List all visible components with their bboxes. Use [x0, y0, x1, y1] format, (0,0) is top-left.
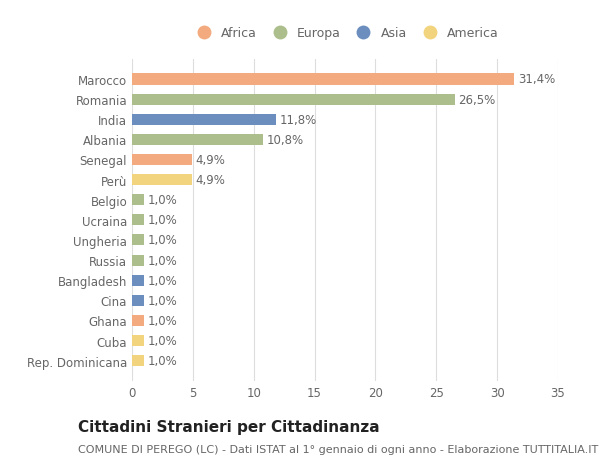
Text: 4,9%: 4,9% [195, 154, 225, 167]
Text: 1,0%: 1,0% [148, 314, 178, 327]
Bar [132, 335, 144, 346]
Text: 31,4%: 31,4% [518, 73, 555, 86]
Text: 1,0%: 1,0% [148, 194, 178, 207]
Text: 1,0%: 1,0% [148, 254, 178, 267]
Bar [132, 255, 144, 266]
Bar [132, 155, 191, 166]
Text: 26,5%: 26,5% [458, 93, 496, 106]
Text: 10,8%: 10,8% [267, 134, 304, 146]
Text: 1,0%: 1,0% [148, 214, 178, 227]
Bar [132, 95, 455, 106]
Text: 1,0%: 1,0% [148, 274, 178, 287]
Legend: Africa, Europa, Asia, America: Africa, Europa, Asia, America [191, 28, 499, 40]
Bar [132, 195, 144, 206]
Bar [132, 134, 263, 146]
Text: 1,0%: 1,0% [148, 294, 178, 307]
Bar [132, 295, 144, 306]
Text: 1,0%: 1,0% [148, 234, 178, 247]
Text: 1,0%: 1,0% [148, 354, 178, 367]
Bar [132, 215, 144, 226]
Bar [132, 275, 144, 286]
Bar [132, 315, 144, 326]
Bar [132, 114, 275, 125]
Bar [132, 235, 144, 246]
Text: COMUNE DI PEREGO (LC) - Dati ISTAT al 1° gennaio di ogni anno - Elaborazione TUT: COMUNE DI PEREGO (LC) - Dati ISTAT al 1°… [78, 444, 598, 454]
Text: 1,0%: 1,0% [148, 334, 178, 347]
Text: 4,9%: 4,9% [195, 174, 225, 187]
Text: 11,8%: 11,8% [279, 113, 317, 126]
Bar [132, 74, 514, 85]
Text: Cittadini Stranieri per Cittadinanza: Cittadini Stranieri per Cittadinanza [78, 419, 380, 434]
Bar [132, 174, 191, 186]
Bar [132, 355, 144, 366]
